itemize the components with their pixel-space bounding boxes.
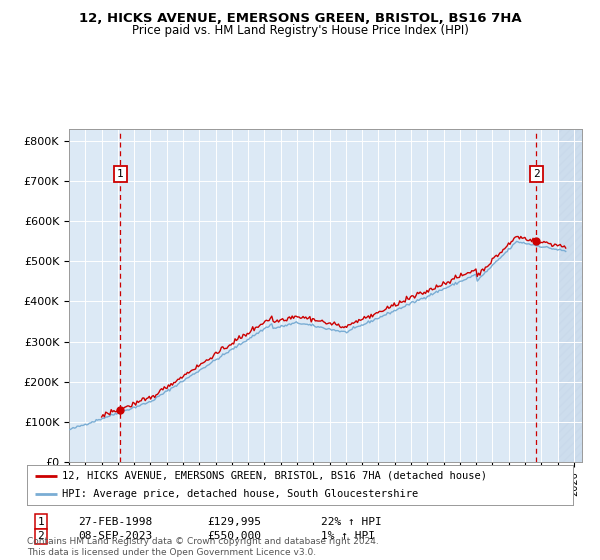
Text: Price paid vs. HM Land Registry's House Price Index (HPI): Price paid vs. HM Land Registry's House …	[131, 24, 469, 36]
Text: 2: 2	[37, 531, 44, 542]
Text: 1% ↑ HPI: 1% ↑ HPI	[321, 531, 375, 542]
Text: £129,995: £129,995	[207, 517, 261, 527]
Text: Contains HM Land Registry data © Crown copyright and database right 2024.
This d: Contains HM Land Registry data © Crown c…	[27, 537, 379, 557]
Text: 27-FEB-1998: 27-FEB-1998	[78, 517, 152, 527]
Text: 1: 1	[117, 169, 124, 179]
Text: 22% ↑ HPI: 22% ↑ HPI	[321, 517, 382, 527]
Text: 12, HICKS AVENUE, EMERSONS GREEN, BRISTOL, BS16 7HA: 12, HICKS AVENUE, EMERSONS GREEN, BRISTO…	[79, 12, 521, 25]
Text: HPI: Average price, detached house, South Gloucestershire: HPI: Average price, detached house, Sout…	[62, 489, 419, 499]
Text: 1: 1	[37, 517, 44, 527]
Text: 12, HICKS AVENUE, EMERSONS GREEN, BRISTOL, BS16 7HA (detached house): 12, HICKS AVENUE, EMERSONS GREEN, BRISTO…	[62, 471, 487, 480]
Text: £550,000: £550,000	[207, 531, 261, 542]
Text: 2: 2	[533, 169, 539, 179]
Bar	[557, 129, 582, 462]
Text: 08-SEP-2023: 08-SEP-2023	[78, 531, 152, 542]
